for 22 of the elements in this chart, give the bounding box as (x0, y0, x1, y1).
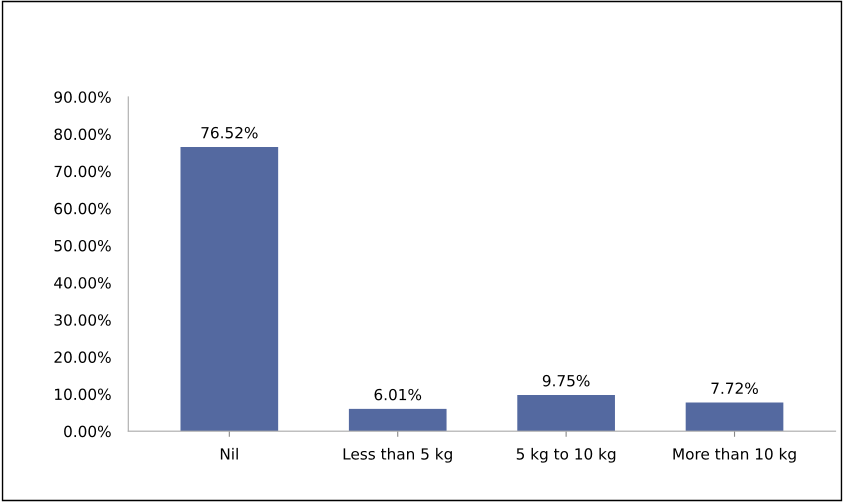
y-tick-label: 10.00% (55, 388, 111, 400)
x-tick-label: 5 kg to 10 kg (516, 448, 616, 463)
data-label: 7.72% (712, 382, 758, 394)
y-tick-label: 0.00% (64, 426, 111, 438)
bar (348, 408, 447, 432)
x-tick-label: More than 10 kg (673, 448, 796, 463)
data-label: 76.52% (201, 126, 258, 138)
bar (180, 146, 278, 432)
y-tick-label: 70.00% (54, 166, 111, 178)
bar (517, 395, 615, 432)
y-tick-label: 40.00% (54, 277, 111, 289)
data-label: 6.01% (374, 388, 422, 400)
y-tick-label: 90.00% (54, 91, 111, 103)
x-tick-label: Less than 5 kg (344, 448, 452, 463)
y-tick-label: 50.00% (54, 240, 111, 252)
y-tick-label: 20.00% (54, 351, 111, 363)
y-tick-label: 60.00% (54, 202, 111, 214)
data-label: 9.75% (542, 374, 590, 386)
y-tick-label: 80.00% (54, 128, 111, 140)
y-tick-label: 30.00% (54, 314, 111, 326)
bar (686, 402, 784, 432)
x-tick-label: Nil (220, 448, 238, 460)
